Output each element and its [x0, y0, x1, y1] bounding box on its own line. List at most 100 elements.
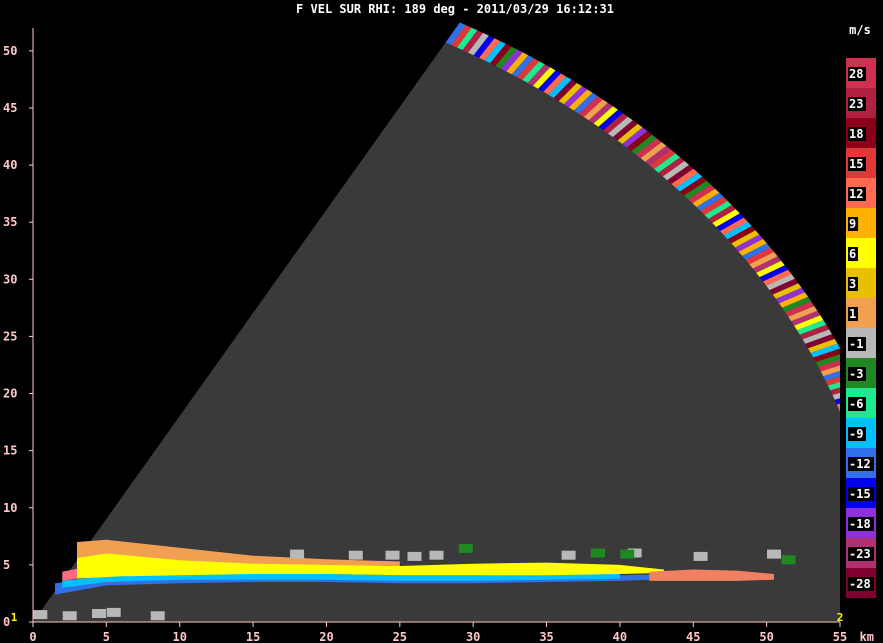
chart-title: F VEL SUR RHI: 189 deg - 2011/03/29 16:1… — [296, 2, 614, 16]
edge-band-segment — [640, 142, 667, 162]
edge-band-segment — [603, 113, 628, 134]
x-axis-label: km — [860, 630, 874, 643]
y-tick-label: 45 — [3, 101, 17, 115]
echo-layer — [77, 544, 664, 579]
edge-band-segment — [802, 329, 832, 344]
edge-band-segment — [708, 205, 736, 223]
edge-band-segment — [645, 145, 671, 166]
edge-band-segment — [583, 99, 608, 121]
colorbar-unit-label: m/s — [849, 23, 871, 37]
edge-band-segment — [788, 306, 818, 322]
edge-band-segment — [568, 89, 593, 111]
edge-band-segment — [727, 226, 756, 244]
edge-band-segment — [662, 161, 689, 181]
y-tick-label: 35 — [3, 215, 17, 229]
edge-band-segment — [805, 334, 835, 349]
edge-band-segment — [506, 52, 529, 75]
edge-band-segment — [593, 106, 618, 127]
x-tick-label: 35 — [539, 630, 553, 643]
echo-patch — [385, 550, 400, 560]
colorbar-label: 6 — [849, 247, 856, 261]
plot-area — [33, 22, 840, 622]
colorbar-label-bg — [848, 487, 874, 501]
edge-band-segment — [654, 153, 680, 173]
echo-patch — [150, 611, 165, 621]
edge-band-segment — [716, 213, 744, 231]
colorbar-label: 23 — [849, 97, 863, 111]
colorbar-label: -12 — [849, 457, 871, 471]
edge-band-segment — [456, 27, 478, 50]
edge-band-segment — [578, 96, 603, 117]
corner-label-bottom-left: 1 — [11, 611, 18, 624]
colorbar-label-bg — [848, 277, 858, 291]
x-tick-label: 15 — [246, 630, 260, 643]
echo-patch — [458, 543, 473, 553]
echo-layer — [62, 574, 620, 588]
edge-band-segment — [598, 109, 623, 131]
edge-band-segment — [820, 365, 840, 377]
edge-band-segment — [799, 324, 830, 340]
colorbar-label: -1 — [849, 337, 863, 351]
edge-band-segment — [558, 83, 583, 105]
edge-band-segment — [797, 320, 827, 335]
edge-band-segment — [675, 172, 703, 192]
edge-band-segment — [735, 234, 763, 252]
echo-patch — [693, 551, 708, 561]
edge-band-segment — [825, 376, 840, 386]
edge-band-segment — [720, 217, 748, 236]
y-tick-label: 30 — [3, 272, 17, 286]
echo-patch — [92, 609, 106, 618]
x-tick-label: 25 — [393, 630, 407, 643]
edge-band-segment — [667, 164, 694, 184]
edge-band-segment — [612, 120, 638, 141]
colorbar-label-bg — [848, 97, 866, 111]
edge-band-segment — [490, 43, 512, 66]
edge-band-segment — [563, 86, 588, 108]
edge-band-segment — [742, 243, 771, 260]
echo-patch — [290, 549, 305, 559]
edge-band-segment — [700, 196, 728, 215]
edge-band-segment — [538, 70, 561, 92]
edge-band-segment — [451, 25, 472, 48]
edge-band-segment — [738, 238, 767, 256]
x-tick-label: 40 — [613, 630, 627, 643]
colorbar-label-bg — [848, 187, 866, 201]
edge-band-segment — [588, 102, 613, 124]
edge-band-segment — [772, 283, 802, 299]
echo-patch — [429, 550, 444, 560]
edge-band-segment — [745, 247, 774, 265]
edge-band-segment — [775, 287, 805, 304]
edge-band-segment — [688, 184, 716, 204]
echo-patch — [781, 555, 796, 565]
plot-clipped — [33, 22, 840, 622]
x-tick-label: 45 — [686, 630, 700, 643]
echo-layer — [77, 539, 400, 566]
edge-band-segment — [836, 403, 840, 410]
edge-band-segment — [468, 32, 489, 56]
colorbar-label-bg — [848, 367, 866, 381]
edge-band-segment — [495, 46, 518, 69]
edge-band-segment — [838, 408, 840, 412]
colorbar-label-bg — [848, 307, 858, 321]
edge-band-segment — [834, 398, 840, 405]
y-tick-label: 10 — [3, 501, 17, 515]
edge-band-segment — [692, 188, 720, 207]
x-tick-label: 0 — [29, 630, 36, 643]
edge-band-segment — [479, 38, 501, 61]
y-tick-label: 20 — [3, 387, 17, 401]
x-tick-label: 10 — [173, 630, 187, 643]
edge-band-segment — [830, 387, 840, 395]
colorbar-label: -6 — [849, 397, 863, 411]
edge-band-segment — [445, 22, 466, 45]
colorbar-label: 18 — [849, 127, 863, 141]
edge-band-segment — [794, 315, 824, 331]
edge-band-segment — [532, 67, 556, 89]
colorbar-label: -15 — [849, 487, 871, 501]
edge-band-segment — [818, 359, 840, 372]
x-tick-label: 50 — [759, 630, 773, 643]
colorbar-label-bg — [848, 217, 858, 231]
echo-patch — [62, 611, 77, 621]
edge-band-segment — [823, 370, 840, 381]
edge-band-segment — [769, 278, 799, 295]
